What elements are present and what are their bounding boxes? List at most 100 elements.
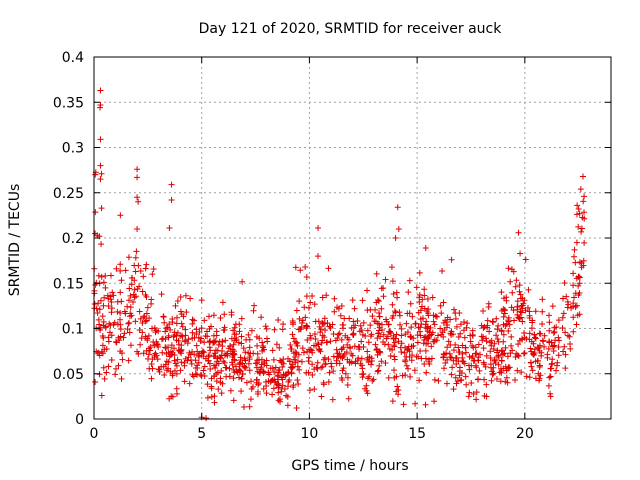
data-point — [394, 204, 401, 211]
data-point — [242, 349, 249, 356]
data-point — [462, 373, 469, 380]
data-point — [525, 286, 532, 293]
data-point — [464, 320, 471, 327]
data-point — [114, 308, 121, 315]
data-point — [138, 335, 145, 342]
data-point — [529, 367, 536, 374]
data-point — [206, 337, 213, 344]
data-point — [576, 311, 583, 318]
data-point — [129, 298, 136, 305]
data-point — [202, 332, 209, 339]
data-point — [92, 379, 99, 386]
data-point — [465, 393, 472, 400]
data-point — [173, 337, 180, 344]
data-point — [451, 306, 458, 313]
data-point — [290, 335, 297, 342]
data-point — [160, 313, 167, 320]
data-point — [404, 329, 411, 336]
data-point — [447, 330, 454, 337]
data-point — [493, 354, 500, 361]
data-point — [383, 335, 390, 342]
data-point — [421, 361, 428, 368]
data-point — [289, 364, 296, 371]
data-point — [445, 338, 452, 345]
data-point — [264, 335, 271, 342]
data-point — [452, 374, 459, 381]
data-point — [126, 319, 133, 326]
data-point — [165, 359, 172, 366]
data-point — [340, 344, 347, 351]
data-point — [278, 358, 285, 365]
data-point — [389, 301, 396, 308]
data-point — [307, 346, 314, 353]
data-point — [108, 309, 115, 316]
data-point — [186, 380, 193, 387]
data-point — [362, 385, 369, 392]
data-point — [166, 225, 173, 232]
data-point — [231, 357, 238, 364]
data-point — [114, 298, 121, 305]
x-tick-label: 0 — [90, 426, 99, 442]
data-point — [503, 374, 510, 381]
data-point — [168, 196, 175, 203]
data-point — [466, 362, 473, 369]
data-point — [416, 269, 423, 276]
data-point — [239, 371, 246, 378]
data-point — [280, 321, 287, 328]
data-point — [259, 347, 266, 354]
data-point — [390, 332, 397, 339]
data-point — [405, 289, 412, 296]
data-point — [491, 340, 498, 347]
data-point — [577, 186, 584, 193]
data-point — [105, 338, 112, 345]
data-point — [124, 303, 131, 310]
data-point — [413, 284, 420, 291]
data-point — [201, 363, 208, 370]
data-point — [319, 294, 326, 301]
data-point — [410, 335, 417, 342]
data-point — [163, 367, 170, 374]
data-point — [576, 280, 583, 287]
data-point — [208, 385, 215, 392]
data-point — [406, 348, 413, 355]
data-point — [300, 349, 307, 356]
data-point — [236, 321, 243, 328]
data-point — [422, 401, 429, 408]
data-point — [127, 342, 134, 349]
data-point — [315, 253, 322, 260]
data-point — [318, 339, 325, 346]
data-point — [121, 330, 128, 337]
data-point — [230, 327, 237, 334]
data-point — [95, 316, 102, 323]
data-point — [166, 353, 173, 360]
data-point — [535, 345, 542, 352]
data-point — [498, 327, 505, 334]
data-point — [352, 358, 359, 365]
data-point — [553, 362, 560, 369]
data-point — [193, 326, 200, 333]
data-point — [303, 322, 310, 329]
data-point — [342, 332, 349, 339]
data-point — [389, 315, 396, 322]
data-point — [358, 327, 365, 334]
data-point — [455, 344, 462, 351]
data-point — [100, 302, 107, 309]
data-point — [119, 356, 126, 363]
data-point — [274, 376, 281, 383]
data-point — [546, 319, 553, 326]
data-point — [149, 271, 156, 278]
data-point — [211, 373, 218, 380]
data-point — [212, 338, 219, 345]
data-point — [192, 370, 199, 377]
data-point — [439, 268, 446, 275]
data-point — [236, 361, 243, 368]
data-point — [97, 87, 104, 94]
data-point — [476, 367, 483, 374]
data-point — [489, 371, 496, 378]
data-point — [188, 360, 195, 367]
data-points — [91, 87, 588, 422]
data-point — [431, 321, 438, 328]
data-point — [284, 383, 291, 390]
data-point — [483, 338, 490, 345]
data-point — [550, 329, 557, 336]
